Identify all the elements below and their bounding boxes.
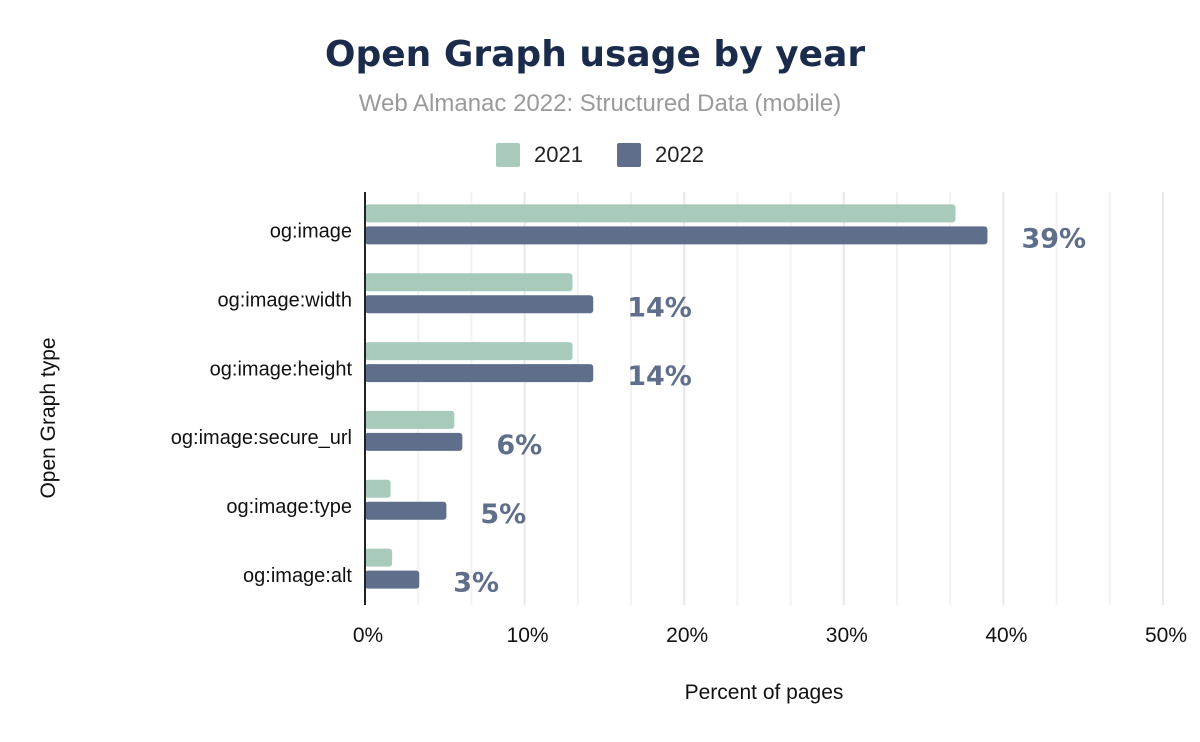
legend: 2021 2022 xyxy=(0,142,1200,168)
x-tick-label: 0% xyxy=(353,624,383,647)
data-label: 3% xyxy=(453,568,499,599)
bar-2022 xyxy=(365,432,463,451)
bar-2021 xyxy=(365,342,573,361)
y-tick-label: og:image:width xyxy=(217,290,352,312)
legend-swatch-2021 xyxy=(496,143,521,167)
x-tick-label: 20% xyxy=(666,624,708,647)
legend-swatch-2022 xyxy=(617,143,641,167)
bar-2021 xyxy=(365,204,956,223)
y-tick-label: og:image:type xyxy=(226,496,352,518)
y-axis-title: Open Graph type xyxy=(37,337,60,498)
y-tick-label: og:image:alt xyxy=(243,565,352,587)
bar-2022 xyxy=(365,364,594,383)
data-label: 14% xyxy=(627,361,692,392)
bar-2021 xyxy=(365,410,455,429)
chart-title: Open Graph usage by year xyxy=(324,34,866,75)
bar-2021 xyxy=(365,273,573,292)
bar-2022 xyxy=(365,501,447,520)
x-tick-label: 30% xyxy=(826,624,868,647)
bar-2022 xyxy=(365,295,594,314)
x-tick-label: 40% xyxy=(985,624,1027,647)
legend-label-2022: 2022 xyxy=(655,142,704,167)
x-tick-label: 10% xyxy=(507,624,549,647)
bar-2021 xyxy=(365,479,391,498)
x-axis-title: Percent of pages xyxy=(685,681,844,704)
data-label: 14% xyxy=(627,292,692,323)
x-tick-label: 50% xyxy=(1145,624,1187,647)
data-label: 6% xyxy=(496,430,542,461)
legend-item-2022[interactable]: 2022 xyxy=(617,142,704,168)
data-label: 5% xyxy=(480,499,526,530)
bar-2022 xyxy=(365,570,420,589)
bar-2021 xyxy=(365,548,393,567)
y-tick-label: og:image:secure_url xyxy=(171,427,352,449)
chart-subtitle: Web Almanac 2022: Structured Data (mobil… xyxy=(358,90,842,117)
y-tick-label: og:image:height xyxy=(210,358,353,380)
y-tick-label: og:image xyxy=(270,221,352,243)
legend-label-2021: 2021 xyxy=(534,142,583,167)
data-label: 39% xyxy=(1021,223,1086,254)
bar-2022 xyxy=(365,226,988,245)
legend-item-2021[interactable]: 2021 xyxy=(496,142,583,168)
